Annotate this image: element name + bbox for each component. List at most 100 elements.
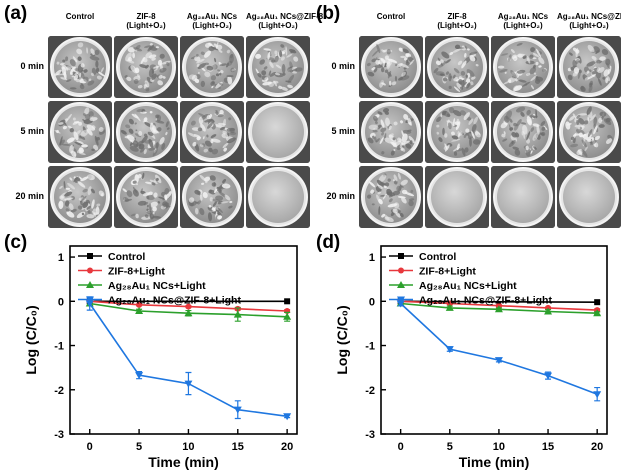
petri-dish-a-r2-c0	[48, 166, 112, 228]
legend-marker	[398, 253, 404, 259]
data-point	[593, 391, 602, 399]
petri-dish-grid-a: Control ZIF-8 (Light+O₂) Ag₂₈Au₁ NCs (Light+…	[0, 0, 323, 230]
legend-label: Ag₂₈Au₁ NCs+Light	[108, 280, 206, 292]
column-header-line1: Ag₂₈Au₁ NCs@ZI	[557, 12, 621, 21]
x-tick-label: 5	[447, 441, 453, 453]
legend-label: Control	[108, 251, 145, 263]
column-header-line1: Control	[376, 12, 406, 21]
data-point	[593, 309, 602, 317]
petri-dish-b-r0-c2	[491, 36, 555, 98]
column-header-line2: (Light+O₂)	[569, 21, 609, 30]
petri-dish-b-r1-c3	[557, 101, 621, 163]
column-header-line2: (Light+O₂)	[258, 21, 298, 30]
y-axis-label: Log (C/C₀)	[23, 305, 39, 374]
row-label-b-0: 0 min	[331, 61, 355, 71]
petri-dish-a-r1-c0	[48, 101, 112, 163]
column-header-line1: Ag₂₈Au₁ NCs	[186, 12, 238, 21]
legend-label: Ag₂₈Au₁ NCs+Light	[419, 280, 517, 292]
legend-marker	[86, 281, 94, 288]
data-point	[445, 346, 454, 354]
x-axis-label: Time (min)	[148, 454, 219, 470]
column-header-a-1: ZIF-8 (Light+O₂)	[114, 12, 178, 30]
petri-dish-grid-b: Control ZIF-8 (Light+O₂) Ag₂₈Au₁ NCs (Light+…	[311, 0, 621, 230]
petri-dish-a-r1-c2	[180, 101, 244, 163]
y-tick-label: 1	[369, 252, 375, 264]
petri-dish-b-r2-c3	[557, 166, 621, 228]
x-axis-label: Time (min)	[459, 454, 530, 470]
petri-dish-a-r1-c3	[246, 101, 310, 163]
data-point	[445, 303, 454, 311]
y-tick-label: -1	[365, 341, 375, 353]
data-point	[494, 305, 503, 313]
column-header-b-0: Control	[359, 12, 423, 21]
petri-dish-a-r2-c1	[114, 166, 178, 228]
data-point	[85, 300, 94, 308]
row-label-a-1: 5 min	[20, 126, 44, 136]
data-point	[396, 300, 405, 308]
y-tick-label: 0	[58, 296, 64, 308]
petri-dish-b-r1-c0	[359, 101, 423, 163]
legend-marker	[86, 296, 94, 304]
column-header-line1: ZIF-8	[447, 12, 467, 21]
column-header-line2: (Light+O₂)	[437, 21, 477, 30]
x-tick-label: 15	[542, 441, 554, 453]
y-tick-label: -3	[365, 429, 375, 441]
data-point	[135, 307, 144, 315]
row-label-b-1: 5 min	[331, 126, 355, 136]
data-point	[184, 380, 193, 388]
legend-marker	[397, 281, 405, 288]
y-tick-label: -1	[54, 341, 64, 353]
data-point	[233, 310, 242, 318]
column-header-line1: Control	[65, 12, 95, 21]
petri-dish-a-r2-c3	[246, 166, 310, 228]
legend-marker	[397, 296, 405, 304]
legend-label: Ag₂₈Au₁ NCs@ZIF-8+Light	[108, 295, 241, 307]
series-line-3	[400, 302, 598, 395]
row-label-a-2: 20 min	[15, 191, 44, 201]
x-tick-label: 20	[591, 441, 603, 453]
legend-label: ZIF-8+Light	[419, 266, 476, 278]
petri-dish-b-r2-c1	[425, 166, 489, 228]
petri-dish-b-r1-c2	[491, 101, 555, 163]
petri-dish-a-r0-c2	[180, 36, 244, 98]
petri-dish-a-r0-c3	[246, 36, 310, 98]
data-point	[184, 309, 193, 317]
panel-letter-b: (b)	[316, 3, 341, 24]
data-point	[283, 413, 292, 421]
data-point	[136, 301, 143, 308]
column-header-line1: ZIF-8	[136, 12, 156, 21]
column-header-a-0: Control	[48, 12, 112, 21]
column-header-a-3: Ag₂₈Au₁ NCs@ZIF-8 (Light+O₂)	[246, 12, 323, 30]
column-header-b-1: ZIF-8 (Light+O₂)	[425, 12, 489, 30]
petri-dish-a-r2-c2	[180, 166, 244, 228]
y-tick-label: 1	[58, 252, 64, 264]
series-line-3	[89, 303, 288, 418]
column-header-line2: (Light+O₂)	[192, 21, 232, 30]
petri-dish-b-r0-c1	[425, 36, 489, 98]
data-point	[284, 298, 291, 305]
panel-letter-d: (d)	[316, 232, 341, 253]
panel-letter-c: (c)	[4, 232, 28, 253]
data-point	[283, 312, 292, 320]
data-point	[494, 357, 503, 365]
plot-frame	[380, 245, 608, 435]
x-tick-label: 20	[281, 441, 293, 453]
series-line-0	[400, 300, 598, 303]
column-header-line2: (Light+O₂)	[503, 21, 543, 30]
petri-dish-b-r2-c2	[491, 166, 555, 228]
row-label-a-0: 0 min	[20, 61, 44, 71]
data-point	[594, 299, 601, 306]
panel-letter-a: (a)	[4, 3, 28, 24]
petri-dish-b-r0-c3	[557, 36, 621, 98]
legend-label: Control	[419, 251, 456, 263]
legend-marker	[398, 267, 404, 274]
y-axis-label: Log (C/C₀)	[334, 305, 350, 374]
x-tick-label: 10	[182, 441, 194, 453]
x-tick-label: 0	[87, 441, 93, 453]
y-tick-label: -2	[365, 385, 375, 397]
data-point	[544, 307, 553, 315]
legend-label: Ag₂₈Au₁ NCs@ZIF-8+Light	[419, 295, 552, 307]
legend-marker	[87, 253, 93, 259]
